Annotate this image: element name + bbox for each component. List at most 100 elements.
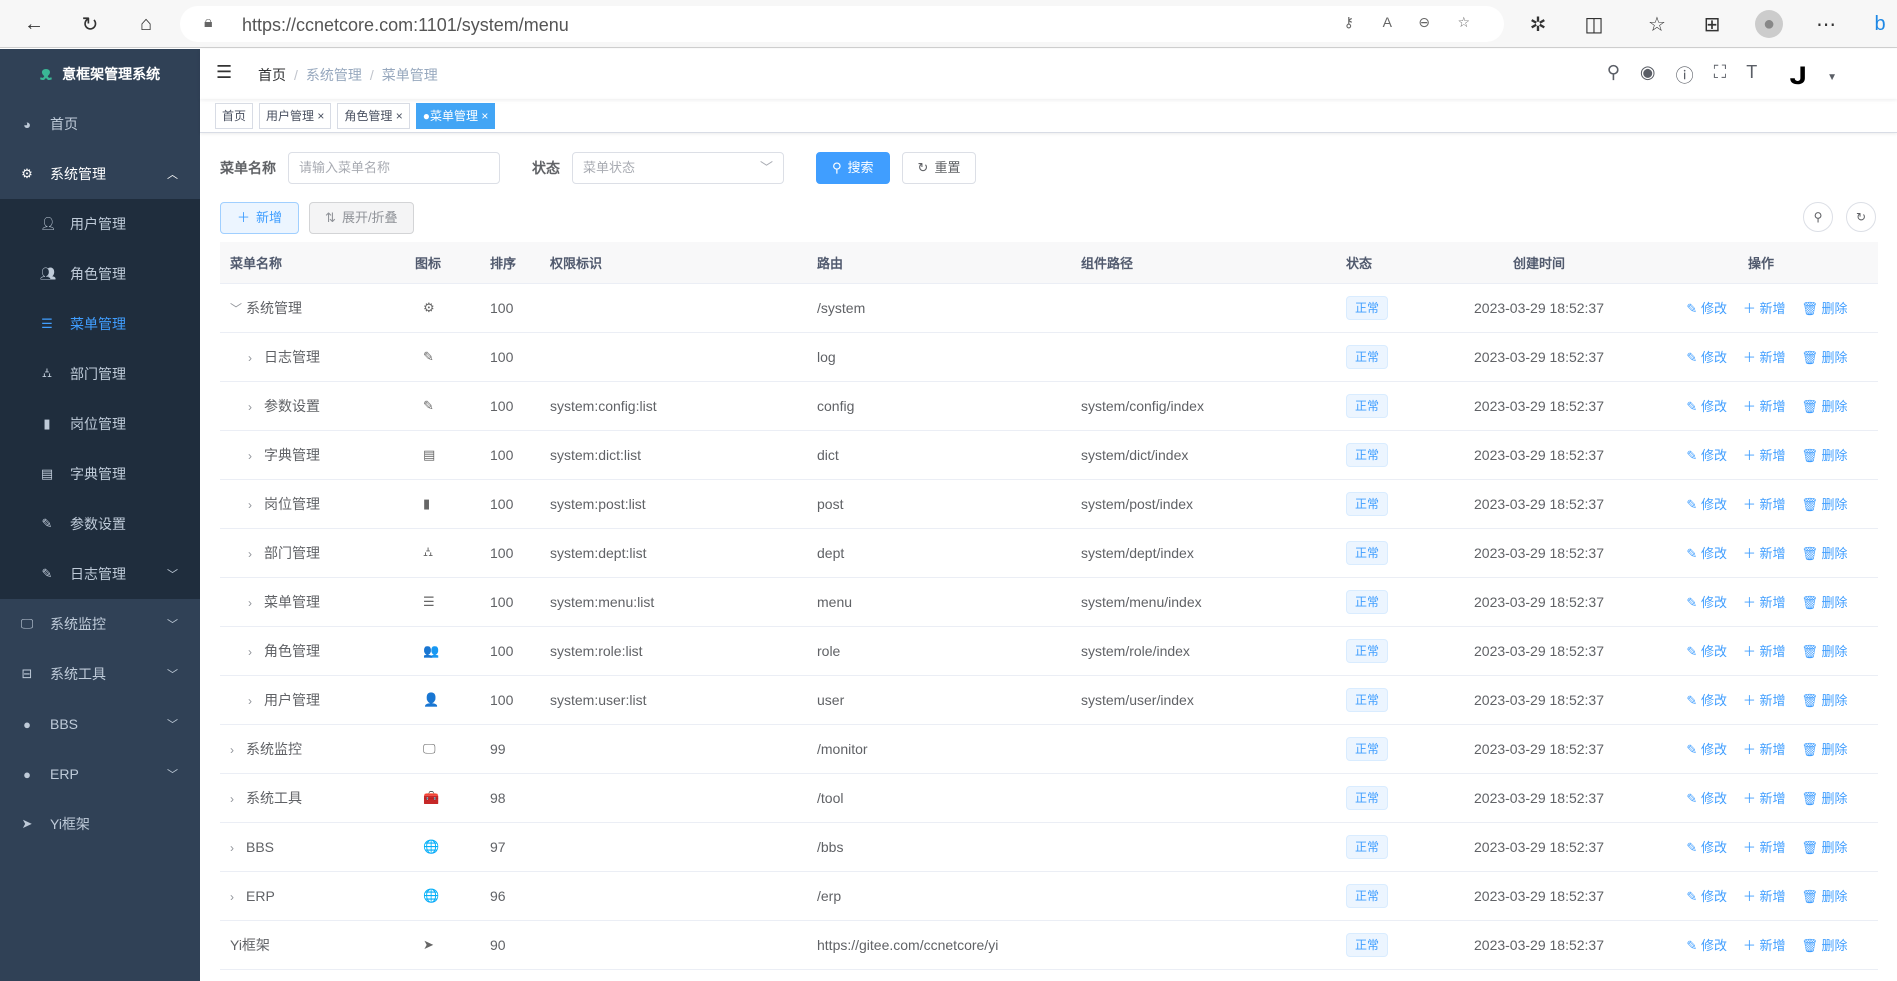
edit-button[interactable]: ✎ 修改 bbox=[1686, 448, 1727, 463]
sidebar-item-log[interactable]: ✎ 日志管理 ﹀ bbox=[0, 549, 200, 599]
sidebar-item-bbs[interactable]: ● BBS ﹀ bbox=[0, 699, 200, 749]
zoom-out-icon[interactable]: ⊖ bbox=[1418, 14, 1430, 30]
delete-button[interactable]: 🗑︎ 删除 bbox=[1801, 399, 1847, 414]
chevron-right-icon[interactable]: › bbox=[230, 742, 234, 757]
chevron-right-icon[interactable]: › bbox=[248, 546, 252, 561]
edit-button[interactable]: ✎ 修改 bbox=[1686, 497, 1727, 512]
close-icon[interactable]: × bbox=[395, 109, 403, 123]
add-child-button[interactable]: ＋ 新增 bbox=[1743, 742, 1786, 757]
sidebar-item-menu[interactable]: ☰ 菜单管理 bbox=[0, 299, 200, 349]
tag-role[interactable]: 角色管理 × bbox=[337, 103, 410, 129]
sidebar-item-home[interactable]: ◕ 首页 bbox=[0, 99, 200, 149]
search-button[interactable]: ⚲ 搜索 bbox=[816, 152, 890, 184]
more-icon[interactable]: ⋯ bbox=[1816, 13, 1836, 36]
favorite-add-icon[interactable]: ☆ bbox=[1457, 14, 1470, 30]
add-child-button[interactable]: ＋ 新增 bbox=[1743, 840, 1786, 855]
menu-name-input[interactable]: 请输入菜单名称 bbox=[288, 152, 500, 184]
add-child-button[interactable]: ＋ 新增 bbox=[1743, 546, 1786, 561]
font-size-icon[interactable]: T bbox=[1746, 62, 1758, 82]
add-child-button[interactable]: ＋ 新增 bbox=[1743, 595, 1786, 610]
edit-button[interactable]: ✎ 修改 bbox=[1686, 350, 1727, 365]
chevron-right-icon[interactable]: › bbox=[248, 595, 252, 610]
help-icon[interactable]: ⓘ bbox=[1675, 66, 1694, 86]
tag-user[interactable]: 用户管理 × bbox=[259, 103, 332, 129]
chevron-right-icon[interactable]: › bbox=[230, 791, 234, 806]
edit-button[interactable]: ✎ 修改 bbox=[1686, 595, 1727, 610]
sidebar-item-user[interactable]: 👤︎ 用户管理 bbox=[0, 199, 200, 249]
extensions-icon[interactable]: ✲ bbox=[1529, 13, 1547, 36]
tag-menu[interactable]: ●菜单管理 × bbox=[415, 103, 496, 129]
read-aloud-icon[interactable]: A bbox=[1382, 14, 1392, 30]
edit-button[interactable]: ✎ 修改 bbox=[1686, 840, 1727, 855]
profile-avatar[interactable]: ● bbox=[1755, 10, 1783, 38]
edit-button[interactable]: ✎ 修改 bbox=[1686, 938, 1727, 953]
edit-button[interactable]: ✎ 修改 bbox=[1686, 301, 1727, 316]
refresh-icon[interactable]: ↻ bbox=[81, 13, 99, 36]
edit-button[interactable]: ✎ 修改 bbox=[1686, 399, 1727, 414]
key-icon[interactable]: ⚷ bbox=[1343, 14, 1354, 30]
chevron-right-icon[interactable]: › bbox=[248, 497, 252, 512]
sidebar-item-post[interactable]: ▮ 岗位管理 bbox=[0, 399, 200, 449]
add-child-button[interactable]: ＋ 新增 bbox=[1743, 497, 1786, 512]
add-child-button[interactable]: ＋ 新增 bbox=[1743, 448, 1786, 463]
chevron-right-icon[interactable]: › bbox=[248, 399, 252, 414]
hamburger-icon[interactable]: ☰ bbox=[216, 62, 233, 82]
edit-button[interactable]: ✎ 修改 bbox=[1686, 791, 1727, 806]
sidebar-item-tool[interactable]: ⊟ 系统工具 ﹀ bbox=[0, 649, 200, 699]
delete-button[interactable]: 🗑︎ 删除 bbox=[1801, 448, 1847, 463]
sidebar-item-monitor[interactable]: 🖵︎ 系统监控 ﹀ bbox=[0, 599, 200, 649]
close-icon[interactable]: × bbox=[481, 109, 489, 123]
delete-button[interactable]: 🗑︎ 删除 bbox=[1801, 546, 1847, 561]
chevron-right-icon[interactable]: › bbox=[230, 889, 234, 904]
delete-button[interactable]: 🗑︎ 删除 bbox=[1801, 693, 1847, 708]
chevron-down-icon[interactable]: ﹀ bbox=[230, 301, 243, 316]
delete-button[interactable]: 🗑︎ 删除 bbox=[1801, 595, 1847, 610]
edit-button[interactable]: ✎ 修改 bbox=[1686, 693, 1727, 708]
delete-button[interactable]: 🗑︎ 删除 bbox=[1801, 350, 1847, 365]
sidebar-item-role[interactable]: 👥︎ 角色管理 bbox=[0, 249, 200, 299]
status-select[interactable]: 菜单状态 ﹀ bbox=[572, 152, 784, 184]
sidebar-item-dict[interactable]: ▤ 字典管理 bbox=[0, 449, 200, 499]
add-child-button[interactable]: ＋ 新增 bbox=[1743, 693, 1786, 708]
chevron-right-icon[interactable]: › bbox=[248, 644, 252, 659]
collections-icon[interactable]: ⊞ bbox=[1703, 13, 1721, 36]
chevron-right-icon[interactable]: › bbox=[230, 840, 234, 855]
delete-button[interactable]: 🗑︎ 删除 bbox=[1801, 742, 1847, 757]
fullscreen-icon[interactable]: ⛶ bbox=[1713, 62, 1727, 82]
add-child-button[interactable]: ＋ 新增 bbox=[1743, 399, 1786, 414]
search-icon[interactable]: ⚲ bbox=[1606, 62, 1620, 82]
refresh-table-button[interactable]: ↻ bbox=[1846, 202, 1876, 232]
edit-button[interactable]: ✎ 修改 bbox=[1686, 889, 1727, 904]
add-child-button[interactable]: ＋ 新增 bbox=[1743, 644, 1786, 659]
add-child-button[interactable]: ＋ 新增 bbox=[1743, 301, 1786, 316]
sidebar-item-config[interactable]: ✎ 参数设置 bbox=[0, 499, 200, 549]
favorites-icon[interactable]: ☆ bbox=[1648, 13, 1666, 36]
home-icon[interactable]: ⌂ bbox=[139, 12, 153, 35]
delete-button[interactable]: 🗑︎ 删除 bbox=[1801, 497, 1847, 512]
breadcrumb-home[interactable]: 首页 bbox=[258, 67, 286, 83]
chevron-right-icon[interactable]: › bbox=[248, 350, 252, 365]
sidebar-item-system[interactable]: ⚙ 系统管理 ︿ bbox=[0, 149, 200, 199]
edit-button[interactable]: ✎ 修改 bbox=[1686, 546, 1727, 561]
add-child-button[interactable]: ＋ 新增 bbox=[1743, 889, 1786, 904]
add-child-button[interactable]: ＋ 新增 bbox=[1743, 791, 1786, 806]
chevron-right-icon[interactable]: › bbox=[248, 693, 252, 708]
split-screen-icon[interactable]: ◫ bbox=[1584, 13, 1604, 36]
github-icon[interactable]: ◉ bbox=[1639, 62, 1656, 82]
add-button[interactable]: ＋ 新增 bbox=[220, 202, 300, 234]
expand-collapse-button[interactable]: ⇅ 展开/折叠 bbox=[309, 202, 414, 234]
toggle-search-button[interactable]: ⚲ bbox=[1803, 202, 1833, 232]
delete-button[interactable]: 🗑︎ 删除 bbox=[1801, 938, 1847, 953]
user-avatar[interactable]: ᒍ bbox=[1789, 63, 1808, 90]
sidebar-item-yi[interactable]: ➤ Yi框架 bbox=[0, 799, 200, 849]
sidebar-item-dept[interactable]: ⛼ 部门管理 bbox=[0, 349, 200, 399]
delete-button[interactable]: 🗑︎ 删除 bbox=[1801, 301, 1847, 316]
delete-button[interactable]: 🗑︎ 删除 bbox=[1801, 791, 1847, 806]
chevron-right-icon[interactable]: › bbox=[248, 448, 252, 463]
back-icon[interactable]: ← bbox=[24, 12, 44, 35]
sidebar-item-erp[interactable]: ● ERP ﹀ bbox=[0, 749, 200, 799]
edit-button[interactable]: ✎ 修改 bbox=[1686, 644, 1727, 659]
delete-button[interactable]: 🗑︎ 删除 bbox=[1801, 889, 1847, 904]
reset-button[interactable]: ↻ 重置 bbox=[901, 152, 977, 184]
delete-button[interactable]: 🗑︎ 删除 bbox=[1801, 644, 1847, 659]
